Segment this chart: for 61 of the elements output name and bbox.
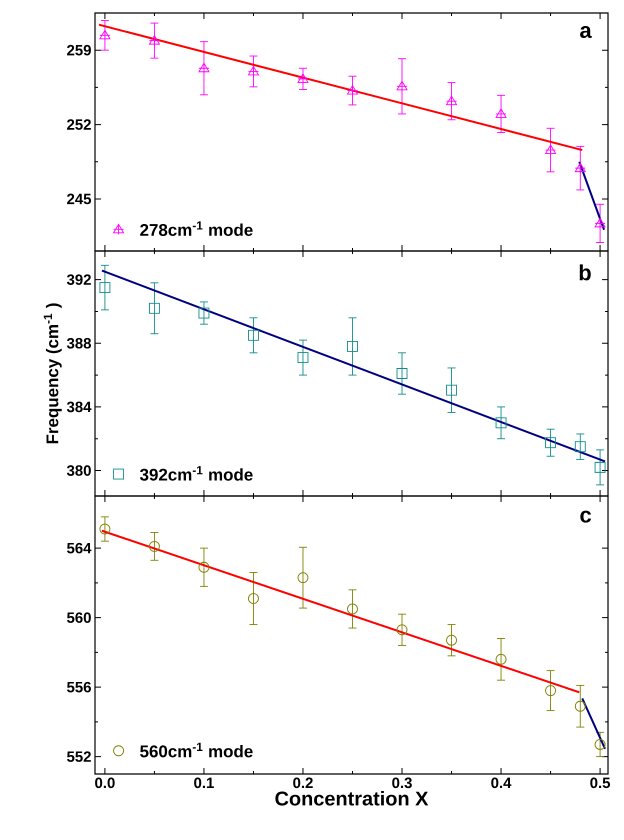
x-tick-label: 0.2: [293, 778, 313, 788]
y-tick-label: 388: [66, 338, 92, 349]
legend-label: 560cm$^{-1}$ mode: [140, 742, 253, 758]
legend-label: 392cm$^{-1}$ mode: [140, 466, 253, 481]
point: [594, 218, 606, 229]
annotation: c: [580, 510, 592, 523]
y-tick-label: 384: [66, 402, 92, 412]
point: [594, 462, 606, 473]
point: [248, 593, 259, 604]
point: [496, 654, 506, 665]
y-axis-title: Frequency (cm$^{-1}$ ): [44, 303, 62, 444]
point: [396, 624, 408, 636]
legend-label: 278cm$^{-1}$ mode: [140, 221, 253, 236]
point: [248, 330, 259, 341]
point: [545, 437, 556, 448]
y-tick-label: 392: [66, 274, 91, 285]
y-tick-label: 556: [67, 682, 91, 692]
point: [446, 634, 457, 646]
x-tick-label: 0.0: [95, 778, 115, 788]
annotation: a: [580, 26, 592, 38]
y-tick-label: 245: [67, 194, 92, 204]
point: [347, 603, 358, 614]
point: [99, 524, 110, 534]
point: [198, 308, 210, 318]
y-tick-label: 552: [67, 751, 91, 762]
point: [574, 700, 586, 712]
y-tick-label: 259: [67, 44, 91, 56]
point: [446, 384, 457, 396]
point: [396, 368, 408, 379]
point: [446, 96, 457, 107]
point: [298, 352, 308, 364]
x-tick-label: 0.4: [491, 778, 512, 788]
point: [148, 302, 160, 314]
x-tick-label: 0.1: [194, 778, 214, 788]
point: [148, 540, 160, 552]
point: [198, 62, 210, 74]
y-tick-label: 564: [67, 542, 92, 554]
point: [298, 73, 308, 84]
point: [347, 85, 358, 96]
point: [396, 80, 408, 92]
point: [594, 739, 606, 750]
point: [496, 108, 506, 120]
point: [574, 162, 586, 174]
point: [574, 441, 586, 452]
point: [99, 30, 110, 41]
y-tick-label: 252: [67, 119, 91, 130]
point: [198, 562, 210, 573]
y-tick-label: 380: [66, 465, 91, 476]
annotation: b: [580, 264, 591, 280]
y-tick-label: 560: [67, 612, 91, 623]
x-tick-label: 0.3: [392, 778, 412, 788]
point: [248, 66, 259, 77]
point: [545, 144, 556, 156]
point: [347, 341, 358, 352]
point: [298, 572, 308, 584]
point: [496, 417, 506, 428]
point: [148, 35, 160, 46]
x-axis-title: Concentration X: [275, 790, 428, 806]
x-tick-label: 0.5: [590, 778, 610, 788]
point: [99, 282, 110, 294]
point: [545, 685, 556, 696]
